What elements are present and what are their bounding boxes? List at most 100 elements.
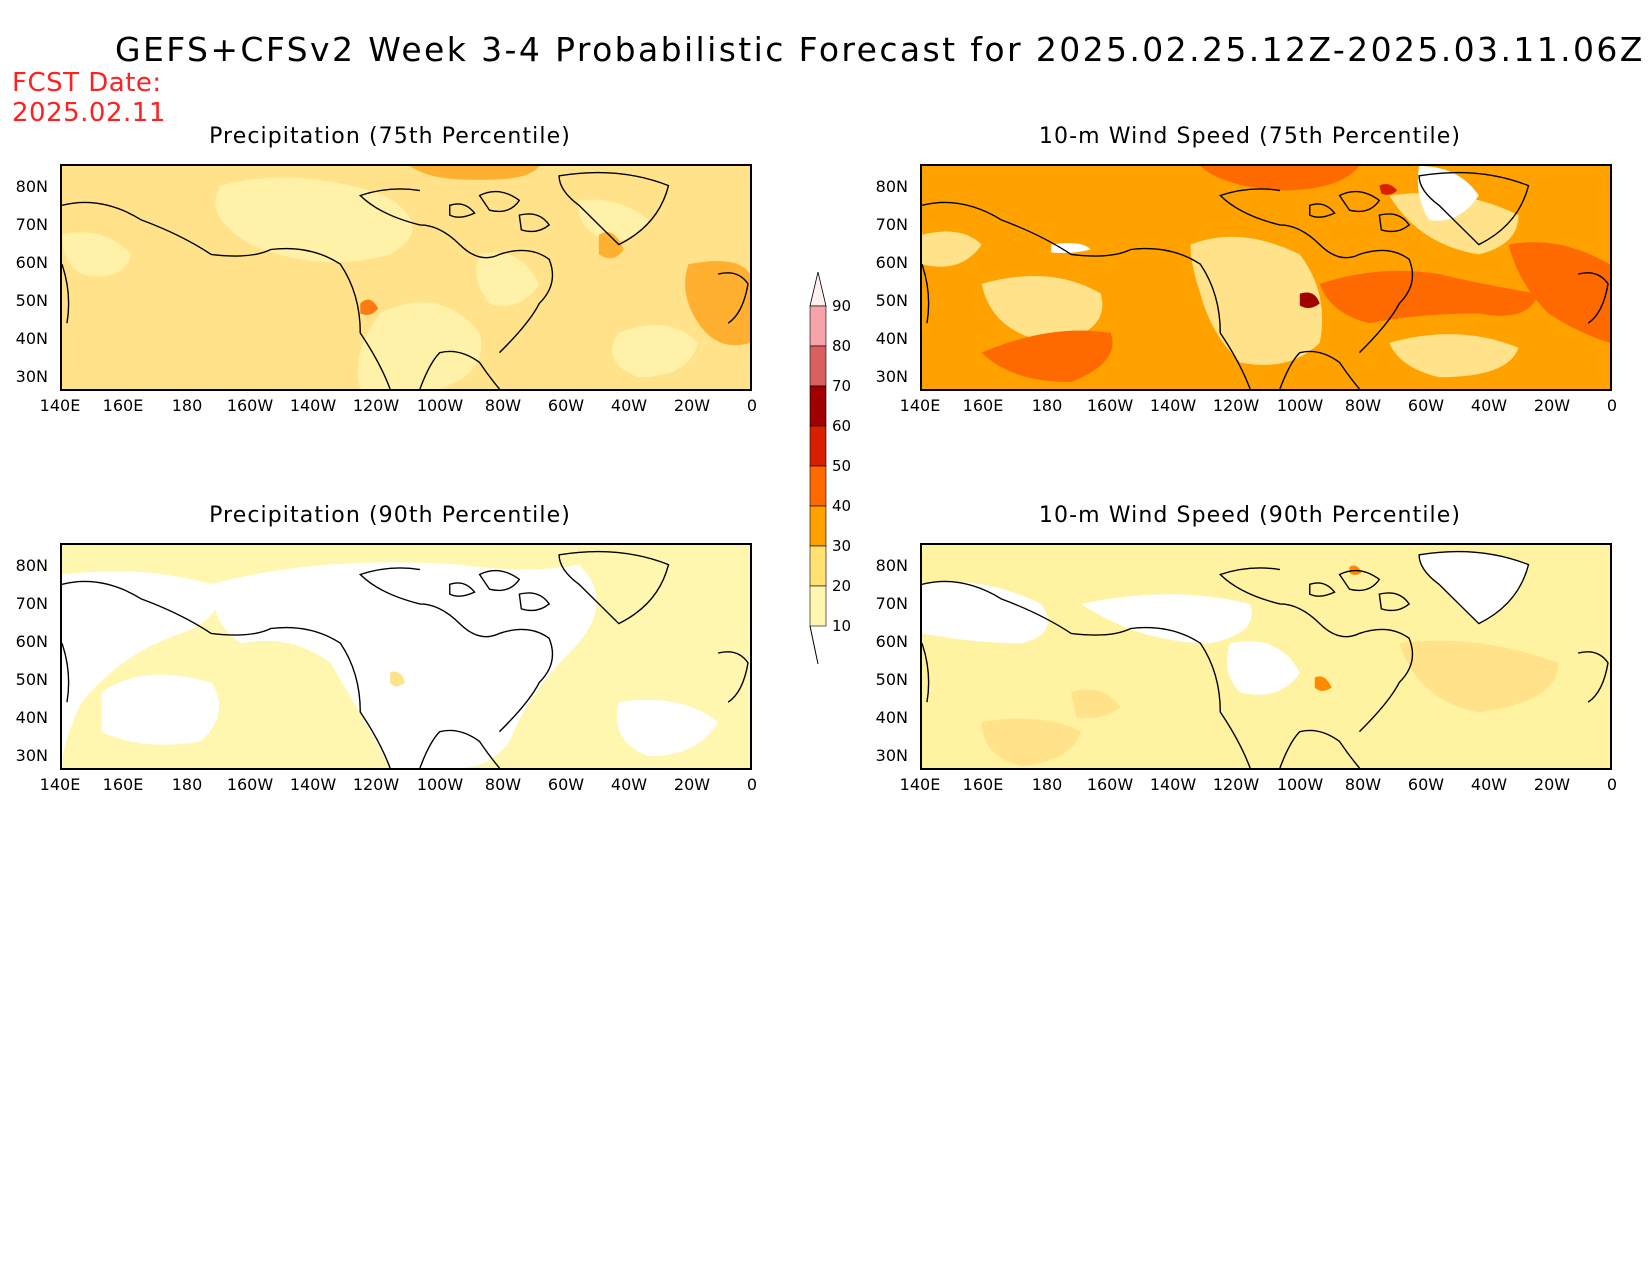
lon-label: 0 [1606, 396, 1618, 415]
lon-label: 80W [1344, 775, 1382, 794]
colorbar: 90 80 70 60 50 40 30 20 10 [808, 272, 888, 692]
field-patch [390, 671, 406, 687]
map-svg [922, 166, 1610, 389]
lat-label: 80N [15, 556, 48, 575]
coastlines [922, 171, 1609, 389]
colorbar-swatch [809, 545, 827, 587]
panel-wind-75: 10-m Wind Speed (75th Percentile) [860, 124, 1617, 464]
colorbar-swatch [809, 465, 827, 507]
lon-label: 180 [1031, 775, 1063, 794]
lat-label: 30N [875, 746, 908, 765]
lat-label: 60N [15, 632, 48, 651]
lat-label: 60N [875, 253, 908, 272]
field-patch [1399, 640, 1559, 713]
field-patch [1081, 594, 1252, 644]
lon-label: 60W [547, 775, 585, 794]
lat-label: 50N [875, 670, 908, 689]
panel-title: 10-m Wind Speed (90th Percentile) [1038, 503, 1462, 528]
colorbar-label: 80 [832, 337, 852, 355]
lon-label: 160W [1086, 775, 1134, 794]
main-title: GEFS+CFSv2 Week 3-4 Probabilistic Foreca… [115, 30, 1645, 69]
lat-label: 60N [15, 253, 48, 272]
lon-label: 20W [1533, 396, 1571, 415]
map-wind-90 [920, 543, 1612, 770]
field-patch [211, 562, 597, 768]
lat-label: 40N [15, 329, 48, 348]
lon-label: 120W [1212, 775, 1260, 794]
colorbar-swatch [809, 305, 827, 347]
colorbar-swatch [809, 505, 827, 547]
field-patch [1314, 676, 1332, 691]
panel-wind-90: 10-m Wind Speed (90th Percentile) [860, 503, 1617, 843]
field-patch [578, 199, 649, 241]
lon-label: 140W [1149, 396, 1197, 415]
lon-label: 160E [102, 775, 144, 794]
lat-label: 40N [875, 329, 908, 348]
field-patch [1508, 242, 1610, 343]
lat-label: 70N [875, 594, 908, 613]
panel-precip-90: Precipitation (90th Percentile) 80N 70N 60 [0, 503, 757, 843]
coastlines [922, 550, 1609, 768]
lon-label: 140W [1149, 775, 1197, 794]
field-patch [1071, 689, 1121, 719]
colorbar-svg [809, 272, 827, 665]
panel-precip-75: Precipitation (75th Percentile) [0, 124, 757, 464]
panel-title: 10-m Wind Speed (75th Percentile) [1038, 124, 1462, 149]
lon-label: 20W [1533, 775, 1571, 794]
field-patch [360, 299, 379, 315]
colorbar-label: 50 [832, 457, 852, 475]
map-svg [922, 545, 1610, 768]
lat-label: 50N [15, 670, 48, 689]
lat-label: 80N [875, 556, 908, 575]
colorbar-label: 90 [832, 297, 852, 315]
lon-label: 40W [1470, 775, 1508, 794]
lon-label: 140E [39, 396, 81, 415]
lon-label: 80W [484, 775, 522, 794]
coastlines [62, 171, 749, 389]
lon-label: 160E [962, 396, 1004, 415]
field-patch [1419, 551, 1529, 624]
lat-label: 70N [875, 215, 908, 234]
lat-label: 80N [15, 177, 48, 196]
field-patch [685, 260, 750, 346]
panel-title: Precipitation (90th Percentile) [209, 503, 571, 528]
field-patch [1417, 166, 1479, 221]
field-patch [612, 325, 699, 378]
colorbar-label: 60 [832, 417, 852, 435]
lon-label: 140W [289, 396, 337, 415]
field-patch [1190, 236, 1323, 365]
lat-label: 70N [15, 594, 48, 613]
field-patch [357, 302, 482, 389]
field-patch [922, 581, 1048, 644]
lon-label: 140E [899, 775, 941, 794]
lat-label: 80N [875, 177, 908, 196]
panel-title: Precipitation (75th Percentile) [209, 124, 571, 149]
lat-label: 40N [875, 708, 908, 727]
field-patch [616, 699, 719, 757]
lon-label: 100W [416, 775, 464, 794]
lon-label: 120W [1212, 396, 1260, 415]
lon-label: 140E [899, 396, 941, 415]
colorbar-bottom-arrow [809, 625, 819, 665]
field-patch [1226, 641, 1300, 695]
lat-label: 30N [875, 367, 908, 386]
lon-label: 40W [610, 396, 648, 415]
lon-label: 40W [610, 775, 648, 794]
map-wind-75 [920, 164, 1612, 391]
lon-label: 140W [289, 775, 337, 794]
colorbar-swatch [809, 385, 827, 427]
coastlines [62, 550, 749, 768]
colorbar-swatch [809, 585, 827, 627]
lon-label: 160E [962, 775, 1004, 794]
field-patch [1319, 270, 1539, 324]
lon-label: 100W [1276, 396, 1324, 415]
lat-label: 30N [15, 746, 48, 765]
field-patch [287, 677, 341, 732]
field-patch [1379, 184, 1398, 195]
map-precip-90 [60, 543, 752, 770]
field-patch [101, 674, 220, 745]
forecast-date-value: 2025.02.11 [12, 98, 166, 128]
colorbar-label: 20 [832, 577, 852, 595]
field-patch [1389, 193, 1519, 255]
lat-label: 50N [875, 291, 908, 310]
